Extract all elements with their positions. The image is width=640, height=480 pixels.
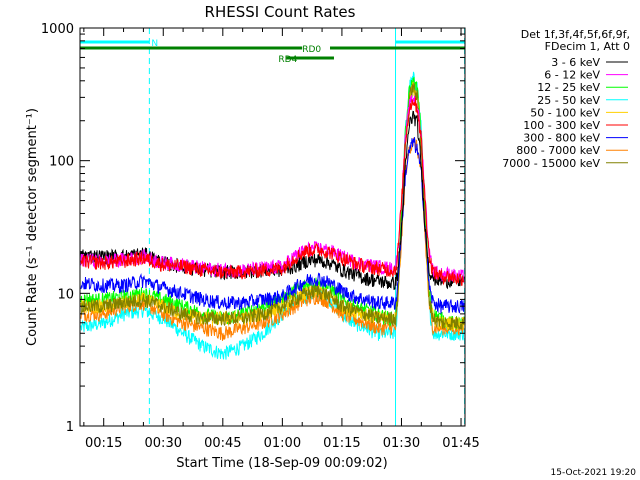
timestamp: 15-Oct-2021 19:20 bbox=[551, 468, 637, 478]
flag-bar-label: N bbox=[151, 39, 158, 49]
x-axis: 00:15 00:30 00:45 01:00 01:15 01:30 01:45 bbox=[83, 28, 480, 451]
series-line bbox=[80, 97, 465, 286]
x-tick-label: 00:30 bbox=[145, 436, 182, 451]
x-tick-label: 00:15 bbox=[85, 436, 122, 451]
legend-label: 50 - 100 keV bbox=[530, 106, 600, 119]
flag-bar-label: RD0 bbox=[302, 45, 321, 55]
legend-label: 800 - 7000 keV bbox=[516, 144, 600, 157]
y-axis-label: Count Rate (s⁻¹ detector segment⁻¹) bbox=[25, 108, 40, 346]
legend-header-line-2: FDecim 1, Att 0 bbox=[545, 40, 630, 53]
x-tick-label: 01:15 bbox=[323, 436, 360, 451]
chart-title: RHESSI Count Rates bbox=[205, 3, 356, 21]
legend-label: 25 - 50 keV bbox=[537, 94, 600, 107]
legend-label: 6 - 12 keV bbox=[544, 69, 600, 82]
legend-header-line-1: Det 1f,3f,4f,5f,6f,9f, bbox=[521, 28, 630, 41]
legend-label: 12 - 25 keV bbox=[537, 81, 600, 94]
flag-bars: N RD0 RD4 bbox=[80, 39, 465, 65]
y-tick-label: 100 bbox=[49, 155, 74, 170]
x-tick-label: 00:45 bbox=[204, 436, 241, 451]
x-tick-label: 01:00 bbox=[264, 436, 301, 451]
y-axis: 1 10 100 1000 bbox=[41, 22, 465, 435]
y-tick-label: 1 bbox=[66, 420, 74, 435]
legend-label: 3 - 6 keV bbox=[551, 56, 600, 69]
y-tick-label: 1000 bbox=[41, 22, 74, 37]
x-tick-label: 01:45 bbox=[442, 436, 479, 451]
flag-bar-label: RD4 bbox=[278, 55, 297, 65]
data-series-lines bbox=[80, 71, 465, 360]
legend-label: 7000 - 15000 keV bbox=[502, 157, 600, 170]
legend-label: 100 - 300 keV bbox=[523, 119, 600, 132]
legend-label: 300 - 800 keV bbox=[523, 132, 600, 145]
x-tick-label: 01:30 bbox=[383, 436, 420, 451]
y-tick-label: 10 bbox=[57, 287, 74, 302]
plot-frame bbox=[79, 27, 466, 427]
x-axis-label: Start Time (18-Sep-09 00:09:02) bbox=[176, 456, 387, 471]
